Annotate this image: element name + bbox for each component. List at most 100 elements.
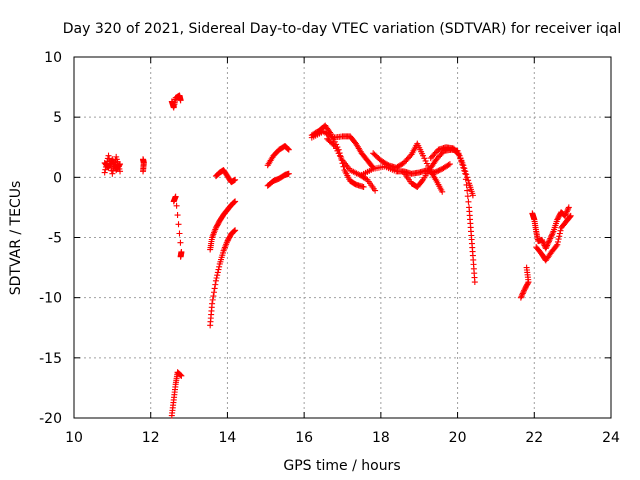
data-point <box>230 228 237 235</box>
data-point <box>105 152 112 159</box>
data-point <box>403 157 410 164</box>
y-tick-label: 5 <box>53 110 62 126</box>
data-point <box>111 159 118 166</box>
data-point <box>540 239 547 246</box>
data-point <box>458 158 465 165</box>
data-point <box>434 168 441 175</box>
data-point <box>212 277 219 284</box>
data-point <box>109 167 116 174</box>
data-point <box>521 287 528 294</box>
data-point <box>459 161 466 168</box>
data-point <box>177 371 184 378</box>
data-point <box>102 163 109 170</box>
data-point <box>556 233 563 240</box>
data-point <box>554 241 561 248</box>
y-tick-label: -15 <box>39 351 62 367</box>
data-point <box>173 202 180 209</box>
data-point <box>177 97 184 104</box>
x-tick-label: 14 <box>219 430 237 446</box>
data-point <box>214 269 221 276</box>
data-point <box>419 177 426 184</box>
data-point <box>455 151 462 158</box>
grid-lines <box>74 57 611 418</box>
data-point <box>423 160 430 167</box>
data-point <box>544 242 551 249</box>
data-point <box>556 230 563 237</box>
data-point <box>554 238 561 245</box>
data-point <box>209 296 216 303</box>
data-point <box>548 232 555 239</box>
data-point <box>463 181 470 188</box>
y-axis-label: SDTVAR / TECUs <box>8 181 24 296</box>
data-point <box>110 165 117 172</box>
data-point <box>465 198 472 205</box>
y-tick-labels: 10 5 0 -5 -10 -15 -20 <box>39 50 62 427</box>
data-point <box>177 253 184 260</box>
x-tick-label: 10 <box>65 430 83 446</box>
data-point <box>432 149 439 156</box>
data-point <box>111 162 118 169</box>
data-point <box>431 150 438 157</box>
data-point <box>545 239 552 246</box>
data-point <box>464 187 471 194</box>
data-point <box>285 146 292 153</box>
data-point <box>103 161 110 168</box>
data-point <box>433 156 440 163</box>
data-point <box>460 164 467 171</box>
x-tick-label: 18 <box>372 430 390 446</box>
data-point <box>565 205 572 212</box>
data-point <box>140 168 147 175</box>
data-point <box>557 227 564 234</box>
data-point <box>101 169 108 176</box>
data-point <box>437 152 444 159</box>
data-point <box>445 161 452 168</box>
data-point <box>436 167 443 174</box>
data-point <box>178 372 185 379</box>
data-point <box>523 264 530 271</box>
data-point <box>285 170 292 177</box>
x-tick-labels: 10 12 14 16 18 20 22 24 <box>65 430 620 446</box>
data-points <box>101 92 574 419</box>
x-tick-label: 20 <box>449 430 467 446</box>
data-point <box>404 155 411 162</box>
data-point <box>567 213 574 220</box>
data-point <box>553 242 560 249</box>
data-point <box>519 291 526 298</box>
x-tick-label: 12 <box>142 430 160 446</box>
data-point <box>384 161 391 168</box>
data-point <box>109 170 116 177</box>
data-point <box>430 152 437 159</box>
data-point <box>212 281 219 288</box>
data-point <box>209 300 216 307</box>
data-point <box>405 154 412 161</box>
x-axis-label: GPS time / hours <box>283 458 400 474</box>
data-point <box>546 236 553 243</box>
data-point <box>330 141 337 148</box>
data-point <box>435 167 442 174</box>
data-point <box>567 212 574 219</box>
data-point <box>539 238 546 245</box>
data-point <box>434 154 441 161</box>
data-point <box>420 152 427 159</box>
data-point <box>549 229 556 236</box>
data-point <box>437 166 444 173</box>
data-point <box>231 199 238 206</box>
data-point <box>436 153 443 160</box>
data-point <box>402 158 409 165</box>
data-point <box>563 208 570 215</box>
data-point <box>538 236 545 243</box>
data-point <box>519 290 526 297</box>
data-point <box>439 188 446 195</box>
data-point <box>421 155 428 162</box>
data-point <box>456 152 463 159</box>
data-point <box>177 372 184 379</box>
data-point <box>432 168 439 175</box>
x-tick-label: 16 <box>295 430 313 446</box>
data-point <box>518 293 525 300</box>
data-point <box>463 171 470 178</box>
data-point <box>363 175 370 182</box>
data-point <box>547 234 554 241</box>
x-tick-label: 24 <box>602 430 620 446</box>
data-point <box>107 161 114 168</box>
